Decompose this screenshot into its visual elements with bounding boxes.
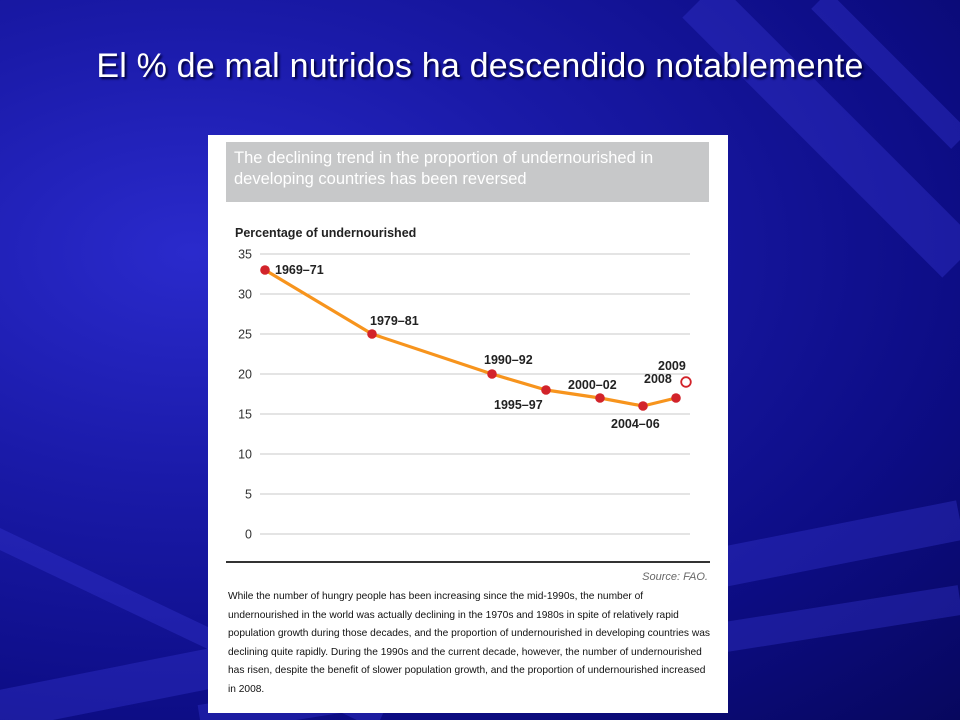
baseline-rule xyxy=(226,561,710,563)
data-point-projected xyxy=(680,376,692,388)
data-label: 1969–71 xyxy=(275,263,324,277)
y-axis-label: Percentage of undernourished xyxy=(235,226,416,240)
y-tick-label: 5 xyxy=(245,488,252,502)
data-label: 1995–97 xyxy=(494,398,543,412)
y-tick-label: 10 xyxy=(238,448,252,462)
y-tick-label: 0 xyxy=(245,528,252,542)
line-chart: Percentage of undernourished 0 5 10 15 20 25 30… xyxy=(235,226,692,542)
data-label: 1990–92 xyxy=(484,353,533,367)
slide-title: El % de mal nutridos ha descendido notab… xyxy=(96,47,864,85)
source-note: Source: FAO. xyxy=(642,571,708,583)
y-tick-label: 20 xyxy=(238,368,252,382)
data-point xyxy=(541,385,551,395)
data-label: 2008 xyxy=(644,372,672,386)
data-point xyxy=(595,393,605,403)
data-point xyxy=(487,369,497,379)
data-point xyxy=(671,393,681,403)
y-tick-label: 35 xyxy=(238,248,252,262)
y-tick-label: 25 xyxy=(238,328,252,342)
y-tick-label: 15 xyxy=(238,408,252,422)
chart-title: The declining trend in the proportion of… xyxy=(234,149,654,188)
data-label: 2009 xyxy=(658,359,686,373)
data-point xyxy=(367,329,377,339)
data-label: 1979–81 xyxy=(370,314,419,328)
data-label: 2004–06 xyxy=(611,417,660,431)
chart-caption: While the number of hungry people has be… xyxy=(228,591,710,695)
chart-header-box: The declining trend in the proportion of… xyxy=(226,142,709,202)
data-point xyxy=(638,401,648,411)
data-point xyxy=(260,265,270,275)
y-tick-label: 30 xyxy=(238,288,252,302)
data-label: 2000–02 xyxy=(568,378,617,392)
chart-figure: The declining trend in the proportion of… xyxy=(208,135,728,713)
